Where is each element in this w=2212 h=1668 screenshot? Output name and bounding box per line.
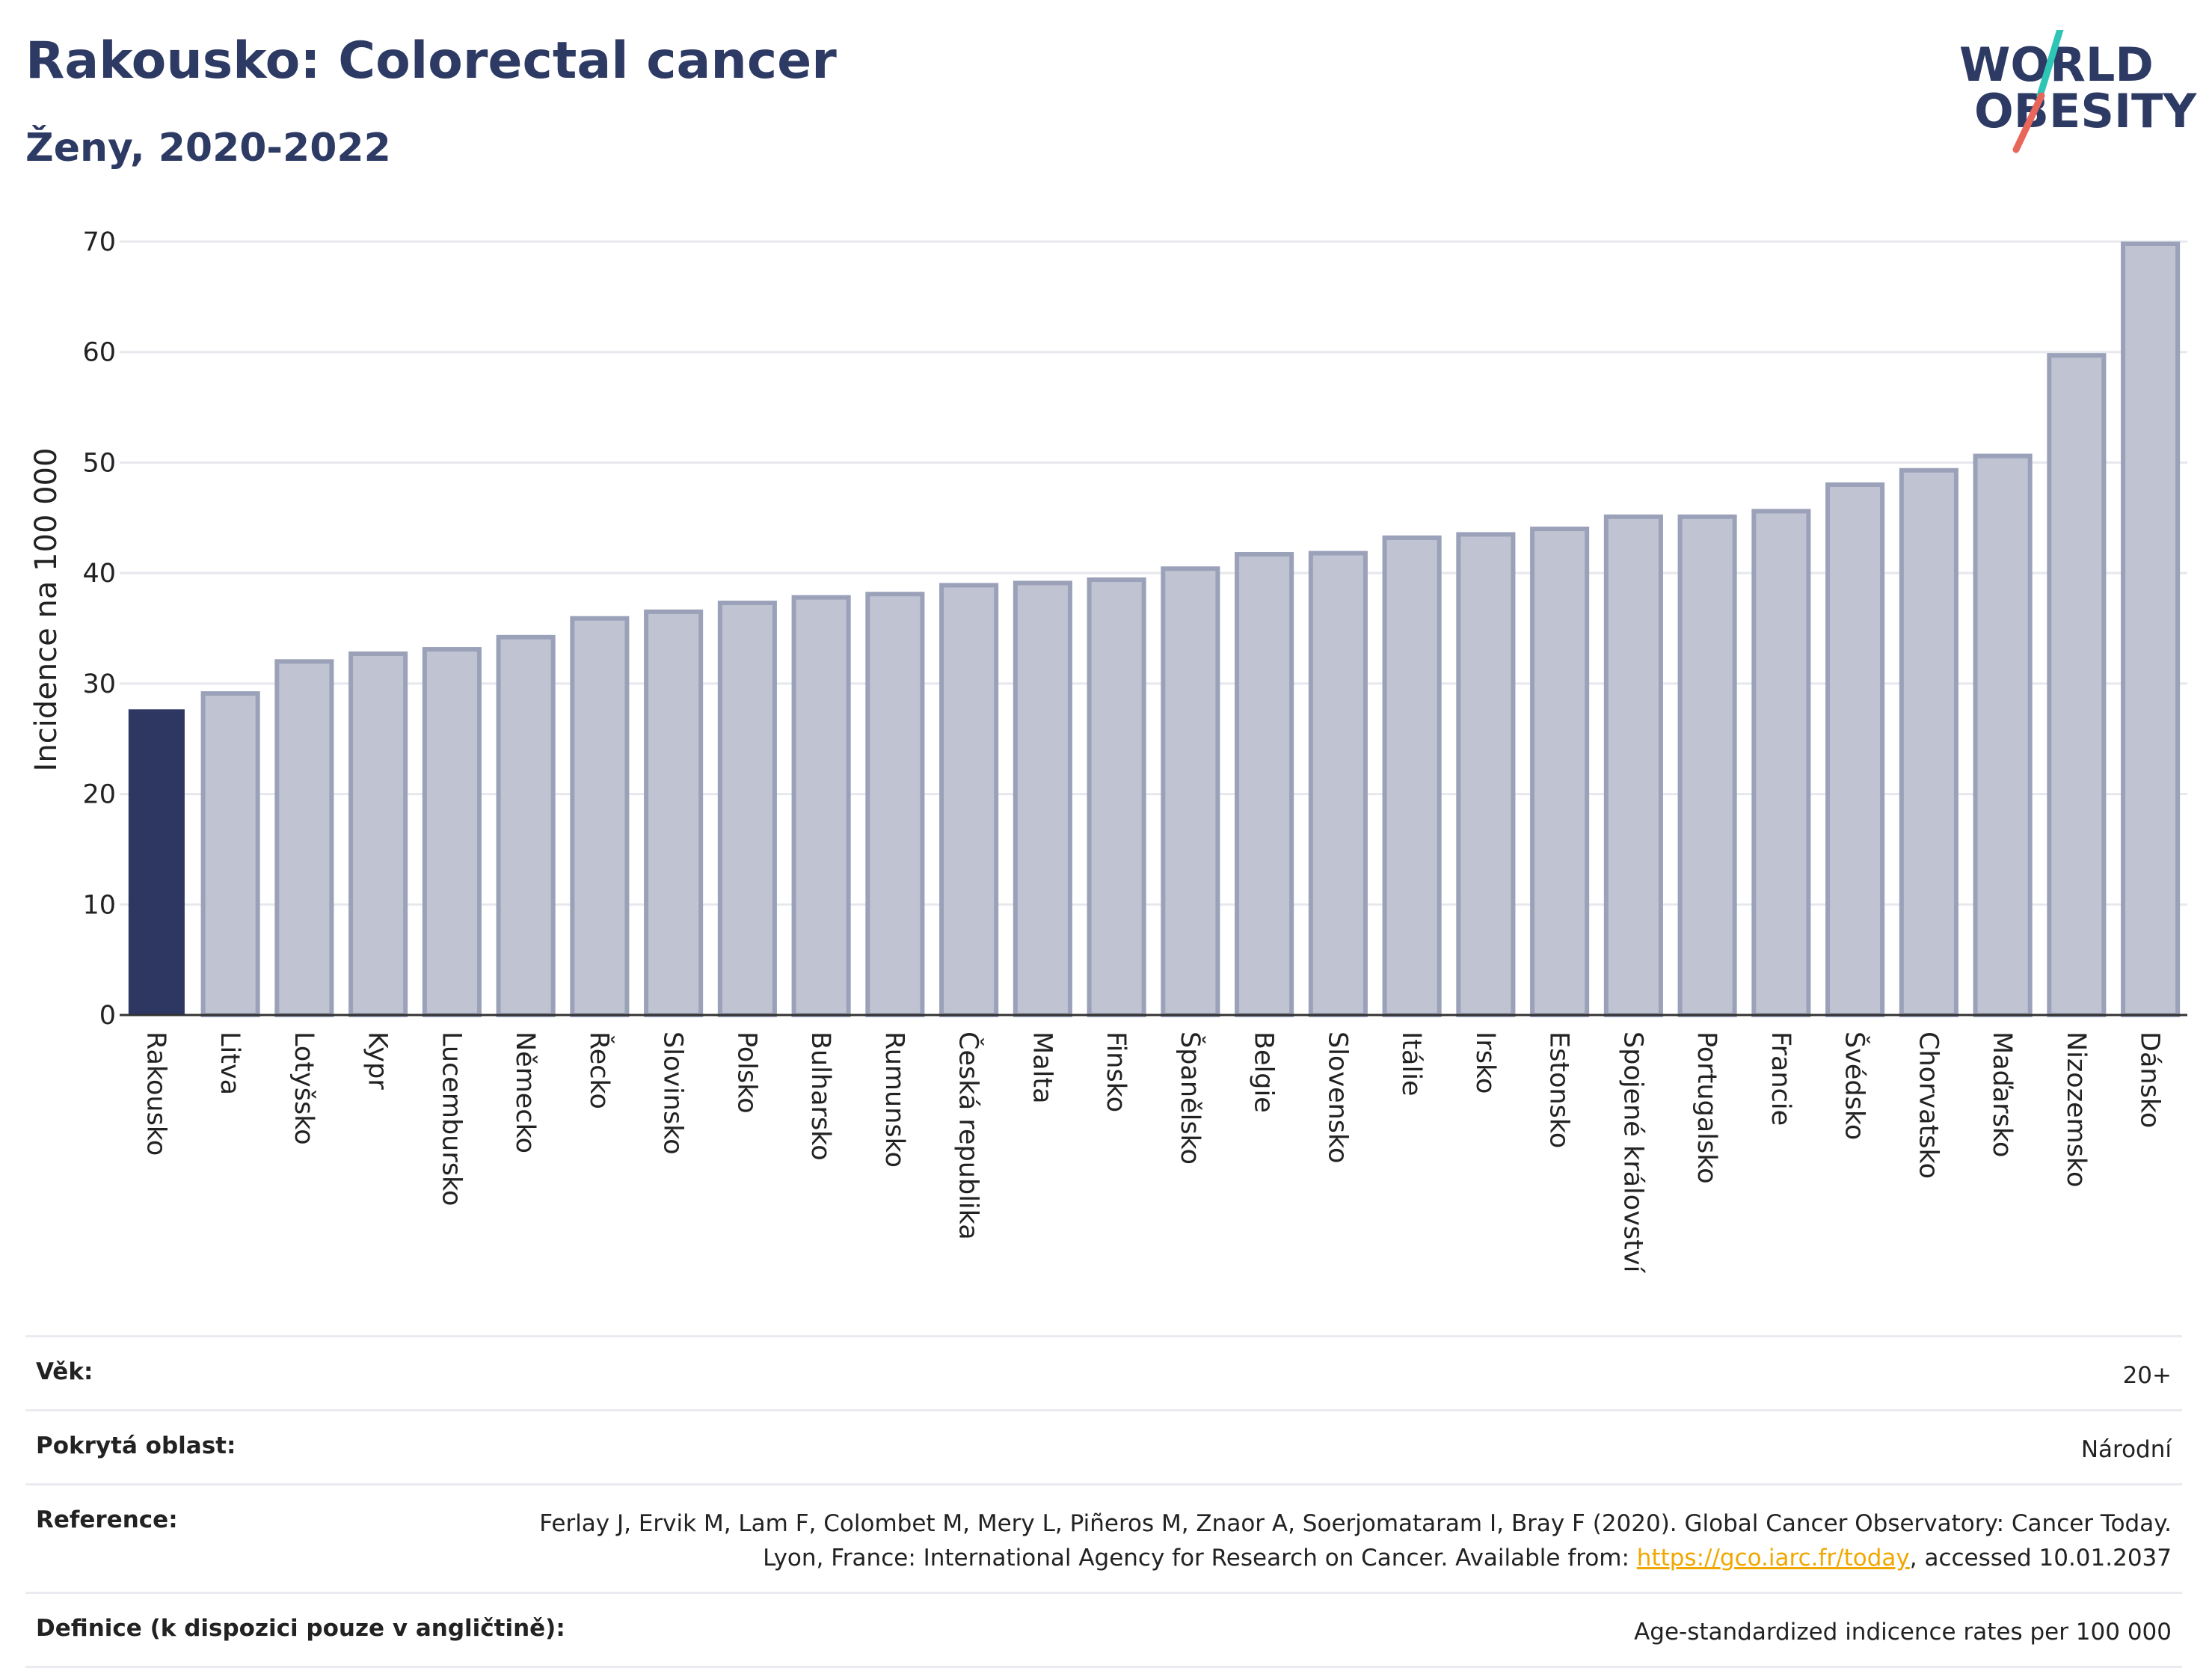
x-tick-label: Rumunsko (879, 1031, 909, 1168)
x-tick-label: Polsko (731, 1031, 761, 1114)
bar-Německo[interactable] (496, 634, 556, 1017)
x-tick-label: Bulharsko (805, 1031, 835, 1161)
y-tick-label: 50 (82, 448, 116, 478)
x-tick-label: Kypr (363, 1031, 393, 1090)
x-tick-label: Chorvatsko (1913, 1031, 1943, 1179)
bar-Polsko[interactable] (717, 601, 777, 1017)
x-tick-label: Slovinsko (658, 1031, 688, 1155)
x-tick-label: Itálie (1396, 1031, 1426, 1096)
bar-Dánsko[interactable] (2121, 241, 2181, 1017)
x-tick-label: Maďarsko (1987, 1031, 2017, 1157)
x-tick-label: Lucembursko (436, 1031, 466, 1206)
y-tick-labels: 0 10 20 30 40 50 60 70 (82, 227, 116, 1031)
x-tick-label: Finsko (1101, 1031, 1131, 1112)
y-tick-label: 0 (99, 1001, 116, 1031)
bar-Spojené království[interactable] (1603, 514, 1663, 1017)
bar-Maďarsko[interactable] (1973, 453, 2033, 1017)
x-tick-label: Česká republika (953, 1031, 985, 1240)
bars (128, 241, 2181, 1018)
y-axis-title: Incidence na 100 000 (29, 448, 64, 772)
x-tick-label: Estonsko (1544, 1031, 1574, 1148)
bar-Švédsko[interactable] (1825, 482, 1885, 1017)
chart-title: Rakousko: Colorectal cancer (25, 31, 837, 91)
bar-Lotyšsko[interactable] (274, 659, 334, 1017)
bar-Rakousko[interactable] (128, 709, 185, 1017)
info-value: Národní (2080, 1436, 2172, 1463)
y-tick-label: 20 (82, 780, 116, 810)
x-tick-label: Španělsko (1175, 1031, 1206, 1165)
bar-Řecko[interactable] (570, 616, 630, 1017)
y-tick-label: 60 (82, 338, 116, 368)
info-value: Age-standardized indicence rates per 100… (1634, 1619, 2172, 1646)
bar-chart: 0 10 20 30 40 50 60 70 Rakousko Litva Lotyšsko Kyp… (29, 227, 2187, 1274)
reference-accessed: , accessed 10.01.2037 (1909, 1545, 2172, 1572)
y-tick-label: 70 (82, 227, 116, 257)
info-label: Reference: (36, 1506, 178, 1533)
bar-Irsko[interactable] (1456, 532, 1516, 1017)
bar-Belgie[interactable] (1235, 552, 1294, 1017)
info-table: Věk: 20+ Pokrytá oblast: Národní Referen… (25, 1335, 2182, 1668)
info-value: 20+ (2122, 1362, 2172, 1389)
y-tick-label: 30 (82, 669, 116, 699)
x-tick-labels: Rakousko Litva Lotyšsko Kypr Lucembursko Něme… (141, 1031, 2164, 1274)
bar-Litva[interactable] (200, 691, 260, 1017)
info-value: Ferlay J, Ervik M, Lam F, Colombet M, Me… (526, 1506, 2172, 1575)
x-tick-label: Francie (1766, 1031, 1795, 1126)
bar-Chorvatsko[interactable] (1899, 467, 1958, 1017)
bar-Estonsko[interactable] (1530, 527, 1590, 1017)
x-tick-label: Spojené království (1617, 1031, 1647, 1274)
x-tick-label: Německo (510, 1031, 540, 1153)
bar-Bulharsko[interactable] (791, 595, 851, 1017)
y-tick-label: 40 (82, 559, 116, 589)
bar-Slovinsko[interactable] (644, 609, 704, 1017)
x-tick-label: Belgie (1249, 1031, 1279, 1113)
x-tick-label: Litva (215, 1031, 245, 1095)
x-tick-label: Řecko (584, 1031, 615, 1109)
bar-Portugalsko[interactable] (1677, 514, 1737, 1017)
bar-Slovensko[interactable] (1308, 551, 1368, 1017)
x-tick-label: Nizozemsko (2061, 1031, 2091, 1187)
y-tick-label: 10 (82, 890, 116, 920)
bar-Finsko[interactable] (1087, 577, 1146, 1017)
world-obesity-logo: WORLD OBESITY (1959, 30, 2197, 153)
bar-Itálie[interactable] (1382, 535, 1442, 1017)
x-tick-label: Portugalsko (1692, 1031, 1721, 1184)
logo-line2: OBESITY (1974, 84, 2197, 138)
bar-Nizozemsko[interactable] (2047, 353, 2107, 1018)
info-label: Věk: (36, 1358, 93, 1385)
reference-link[interactable]: https://gco.iarc.fr/today (1636, 1545, 1910, 1572)
bar-Španělsko[interactable] (1161, 566, 1220, 1017)
x-tick-label: Irsko (1470, 1031, 1500, 1094)
bar-Kypr[interactable] (348, 651, 408, 1018)
x-tick-label: Lotyšsko (289, 1031, 319, 1145)
info-row-coverage: Pokrytá oblast: Národní (25, 1409, 2182, 1483)
logo-slash-teal (2036, 30, 2064, 99)
info-label: Definice (k dispozici pouze v angličtině… (36, 1615, 565, 1642)
bar-Malta[interactable] (1013, 580, 1072, 1017)
x-tick-label: Švédsko (1840, 1031, 1871, 1140)
chart-subtitle: Ženy, 2020-2022 (25, 126, 391, 171)
x-tick-label: Rakousko (141, 1031, 170, 1156)
info-row-definition: Definice (k dispozici pouze v angličtině… (25, 1592, 2182, 1668)
reference-text: Ferlay J, Ervik M, Lam F, Colombet M, Me… (539, 1510, 2172, 1572)
x-tick-label: Slovensko (1322, 1031, 1352, 1163)
bar-Česká republika[interactable] (939, 583, 999, 1017)
info-label: Pokrytá oblast: (36, 1432, 236, 1459)
logo-slash-coral (2012, 92, 2045, 153)
info-row-age: Věk: 20+ (25, 1335, 2182, 1409)
bar-Rumunsko[interactable] (865, 592, 925, 1017)
x-tick-label: Malta (1027, 1031, 1057, 1104)
x-tick-label: Dánsko (2135, 1031, 2165, 1128)
bar-Lucembursko[interactable] (422, 647, 482, 1018)
bar-Francie[interactable] (1751, 509, 1811, 1017)
info-row-reference: Reference: Ferlay J, Ervik M, Lam F, Col… (25, 1483, 2182, 1592)
